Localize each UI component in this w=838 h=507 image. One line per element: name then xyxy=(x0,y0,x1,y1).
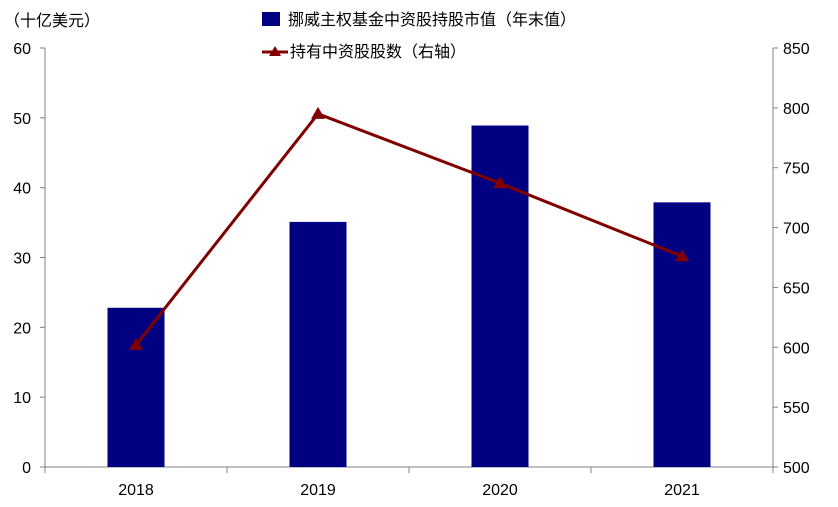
legend-bar-label: 挪威主权基金中资股持股市值（年末值） xyxy=(288,10,576,29)
right-tick-label: 650 xyxy=(783,280,810,297)
left-tick-label: 50 xyxy=(13,111,31,128)
left-tick-label: 60 xyxy=(13,41,31,58)
right-tick-label: 800 xyxy=(783,101,810,118)
line-series xyxy=(129,106,689,350)
left-tick-label: 20 xyxy=(13,320,31,337)
right-tick-label: 550 xyxy=(783,400,810,417)
bar xyxy=(289,221,347,467)
left-tick-label: 40 xyxy=(13,181,31,198)
legend-bar-swatch xyxy=(262,12,280,26)
x-tick-label: 2021 xyxy=(664,482,700,499)
x-axis-ticks: 2018 2019 2020 2021 xyxy=(44,467,774,499)
line-path xyxy=(134,112,683,346)
left-axis-unit: （十亿美元） xyxy=(4,11,100,30)
line-marker xyxy=(129,337,143,350)
line-marker xyxy=(311,106,325,119)
bar xyxy=(107,307,165,467)
x-tick-label: 2019 xyxy=(300,482,336,499)
line-marker xyxy=(675,249,689,262)
x-tick-label: 2020 xyxy=(482,482,518,499)
legend-line-label: 持有中资股股数（右轴） xyxy=(290,42,466,61)
left-tick-label: 30 xyxy=(13,251,31,268)
left-axis-ticks: 0 10 20 30 40 50 60 xyxy=(13,41,45,477)
bar-series xyxy=(107,125,711,467)
right-tick-label: 600 xyxy=(783,340,810,357)
right-tick-label: 750 xyxy=(783,161,810,178)
right-axis-ticks: 500 550 600 650 700 750 800 850 xyxy=(773,41,810,477)
right-tick-label: 700 xyxy=(783,221,810,238)
left-tick-label: 0 xyxy=(22,460,31,477)
legend: 挪威主权基金中资股持股市值（年末值） 持有中资股股数（右轴） xyxy=(262,10,576,61)
x-tick-label: 2018 xyxy=(118,482,154,499)
right-tick-label: 500 xyxy=(783,460,810,477)
right-tick-label: 850 xyxy=(783,41,810,58)
line-marker xyxy=(493,176,507,189)
bar xyxy=(653,202,711,467)
left-tick-label: 10 xyxy=(13,390,31,407)
legend-line-marker xyxy=(269,46,281,56)
